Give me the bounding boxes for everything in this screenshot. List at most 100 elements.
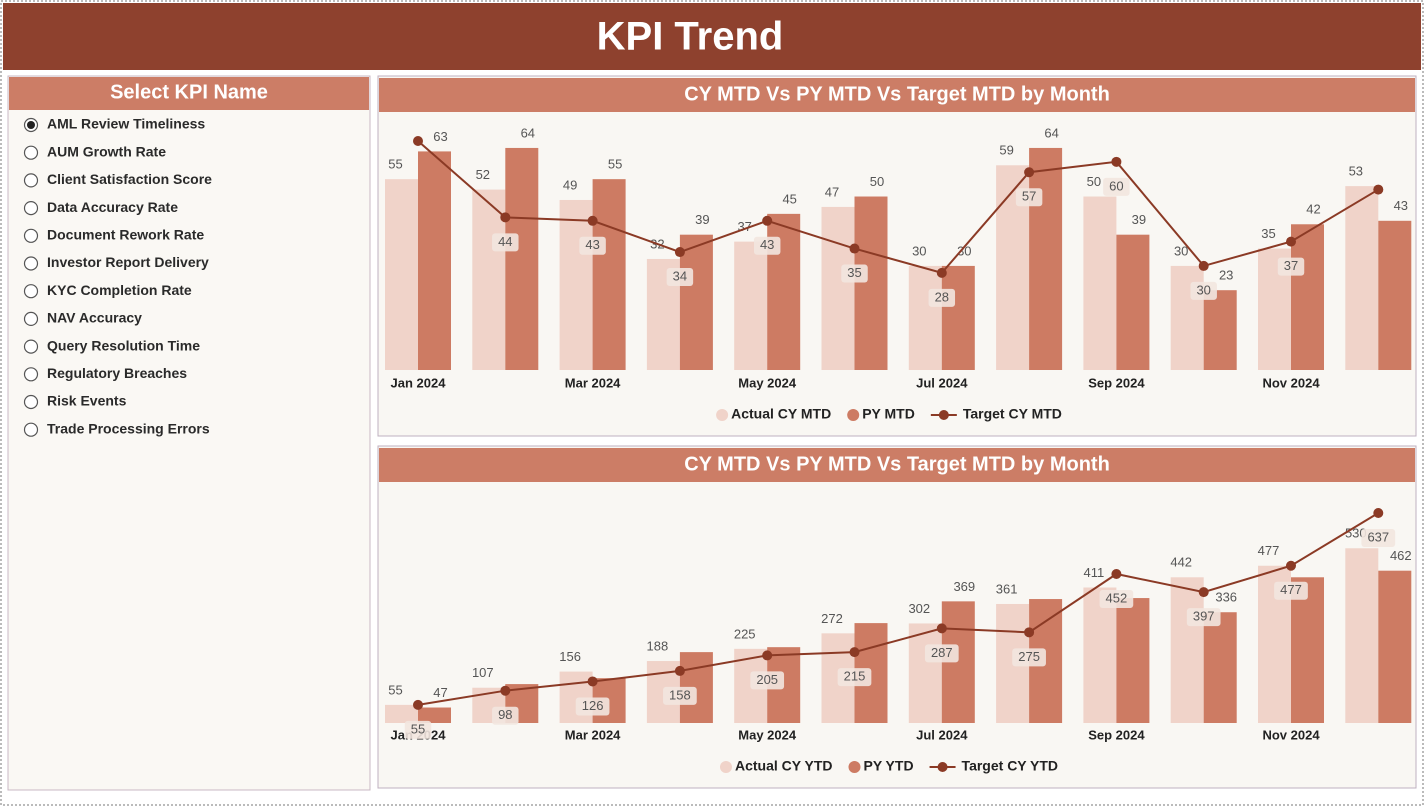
data-label: 411 (1084, 565, 1105, 580)
option-label[interactable]: AUM Growth Rate (47, 143, 166, 159)
data-label: 53 (1349, 164, 1363, 179)
slicer-option[interactable]: AUM Growth Rate (23, 143, 167, 160)
option-label[interactable]: Regulatory Breaches (47, 365, 187, 381)
target-point (849, 647, 860, 658)
data-label: 225 (734, 626, 756, 641)
data-label: 43 (585, 237, 599, 252)
option-label[interactable]: KYC Completion Rate (47, 282, 192, 298)
slicer-option[interactable]: Query Resolution Time (23, 337, 201, 354)
bar (1345, 186, 1379, 370)
option-label[interactable]: Data Accuracy Rate (47, 199, 178, 215)
data-label: 55 (388, 682, 402, 697)
radio[interactable] (23, 367, 39, 382)
data-label: 43 (1394, 198, 1408, 213)
chart-panel (377, 445, 1417, 789)
slicer-option[interactable]: Data Accuracy Rate (23, 199, 179, 216)
bar (1083, 196, 1117, 370)
label-box (1099, 589, 1134, 608)
bar (1116, 234, 1150, 370)
slicer-option[interactable]: NAV Accuracy (23, 310, 143, 326)
option-label[interactable]: AML Review Timeliness (47, 116, 205, 132)
target-point (500, 685, 511, 696)
option-label[interactable]: Trade Processing Errors (47, 420, 210, 436)
data-label: 287 (931, 645, 953, 660)
slicer-option[interactable]: KYC Completion Rate (23, 282, 192, 299)
bar (1378, 570, 1412, 723)
label-box (1012, 648, 1046, 667)
data-label: 60 (1109, 178, 1123, 193)
slicer-option[interactable]: Client Satisfaction Score (23, 171, 213, 188)
data-label: 39 (1132, 212, 1146, 227)
bar (1291, 224, 1324, 370)
radio[interactable] (23, 311, 39, 326)
bar (505, 147, 539, 370)
x-tick-label: Sep 2024 (1088, 727, 1145, 742)
radio-dot (27, 121, 35, 129)
slicer-option[interactable]: Trade Processing Errors (23, 420, 210, 437)
bar (854, 196, 888, 370)
data-label: 30 (957, 243, 971, 258)
label-box (666, 268, 694, 287)
option-label[interactable]: Client Satisfaction Score (47, 171, 212, 187)
option-label[interactable]: NAV Accuracy (47, 310, 142, 326)
slicer-panel (7, 75, 371, 791)
label-box (924, 644, 959, 663)
radio[interactable] (23, 173, 39, 188)
bar (1170, 577, 1204, 723)
data-label: 275 (1018, 649, 1040, 664)
radio[interactable] (23, 422, 39, 437)
bar (1203, 290, 1237, 370)
target-point (762, 650, 773, 661)
slicer-option[interactable]: Investor Report Delivery (23, 254, 210, 271)
target-point (936, 623, 947, 634)
x-tick-label: May 2024 (738, 375, 797, 390)
data-label: 462 (1390, 548, 1412, 563)
slicer-option[interactable]: Document Rework Rate (23, 227, 205, 243)
charts: CY MTD Vs PY MTD Vs Target MTD by Month 5… (377, 75, 1417, 789)
bar (592, 179, 626, 370)
label-box (1015, 188, 1043, 207)
radio[interactable] (23, 256, 39, 271)
radio[interactable] (23, 394, 39, 410)
radio[interactable] (23, 284, 39, 299)
data-label: 30 (1196, 282, 1210, 297)
data-label: 188 (647, 638, 669, 653)
data-label: 49 (563, 177, 577, 192)
radio[interactable] (23, 145, 39, 160)
option-label[interactable]: Investor Report Delivery (47, 254, 209, 270)
x-tick-label: Jul 2024 (916, 727, 968, 742)
bar (821, 206, 855, 370)
data-label: 215 (844, 669, 866, 684)
chart: CY MTD Vs PY MTD Vs Target MTD by Month 5… (377, 445, 1417, 789)
data-label: 50 (1087, 174, 1101, 189)
data-label: 63 (433, 129, 447, 144)
legend-label: PY YTD (863, 758, 913, 774)
target-line (417, 512, 1379, 706)
radio[interactable] (23, 201, 39, 216)
legend-marker (937, 762, 948, 772)
data-label: 64 (1044, 125, 1058, 140)
slicer-option[interactable]: Risk Events (23, 393, 127, 410)
bar (1029, 147, 1063, 370)
data-label: 442 (1170, 555, 1192, 570)
slicer-option[interactable]: AML Review Timeliness (23, 116, 206, 133)
label-box (663, 686, 697, 705)
slicer-header (9, 77, 369, 110)
legend: Actual CY MTD PY MTD Target CY MTD (716, 406, 1062, 422)
legend-label: PY MTD (862, 406, 915, 422)
option-label[interactable]: Document Rework Rate (47, 227, 204, 243)
option-label[interactable]: Risk Events (47, 393, 127, 409)
bar (385, 704, 418, 723)
bar (941, 265, 975, 370)
option-label[interactable]: Query Resolution Time (47, 337, 200, 353)
radio[interactable] (23, 228, 39, 243)
bar (1116, 598, 1150, 723)
label-box (750, 671, 785, 690)
bar (559, 199, 593, 370)
target-point (1024, 167, 1035, 178)
slicer-option[interactable]: Regulatory Breaches (23, 365, 188, 382)
data-label: 477 (1258, 543, 1280, 558)
radio[interactable] (23, 339, 39, 354)
label-box (1361, 529, 1396, 547)
label-box (492, 706, 519, 725)
